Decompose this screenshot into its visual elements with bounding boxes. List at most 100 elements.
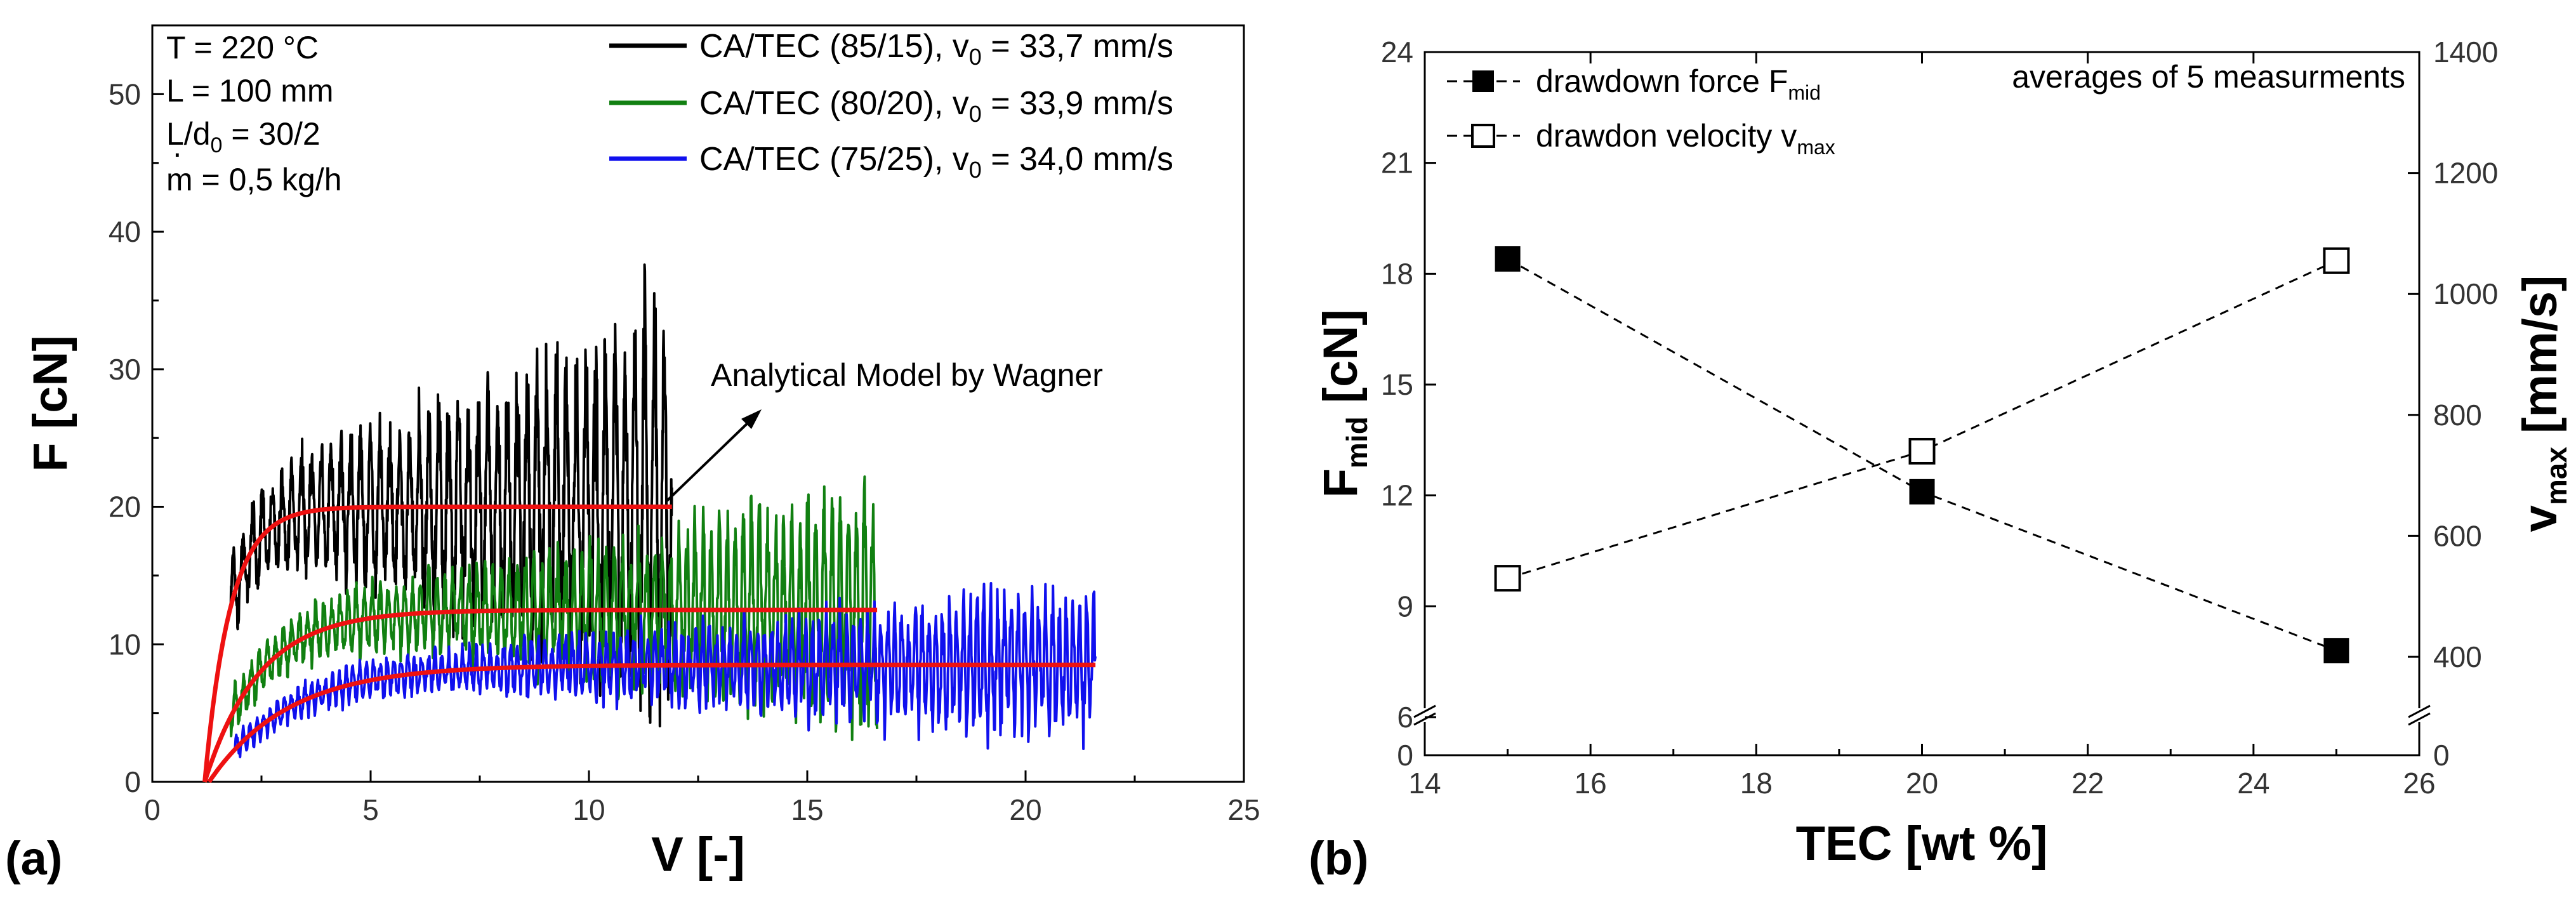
x-axis-label-a: V [-] — [651, 828, 745, 881]
legend-label-75-25-post: = 34,0 mm/s — [982, 141, 1173, 178]
x-tick-label-b: 20 — [1906, 767, 1938, 800]
y-tick-label-a: 50 — [109, 77, 141, 110]
plot-b-series — [1494, 246, 2350, 664]
y-axis-label-b-right-sub: max — [2540, 447, 2573, 505]
legend-b-marker-force — [1472, 70, 1494, 92]
y-tick-label-a: 20 — [109, 491, 141, 524]
y-axis-label-b-right-pre: v — [2513, 505, 2567, 532]
axis-break-left — [1413, 704, 1436, 726]
model-curve-0 — [202, 505, 672, 782]
y-tick-label-b-right: 0 — [2433, 739, 2450, 772]
legend-label-80-20-sub: 0 — [969, 101, 982, 127]
note-averages: averages of 5 measurments — [2012, 59, 2405, 95]
y-tick-label-b-left: 21 — [1381, 147, 1413, 180]
x-tick-label-b: 26 — [2403, 767, 2435, 800]
force-point-1 — [1909, 479, 1935, 505]
legend-b-label-force-sub: mid — [1788, 81, 1821, 104]
y-axis-label-b-left-pre: F — [1314, 468, 1368, 498]
y-axis-label-b-left-post: [cN] — [1314, 309, 1368, 416]
legend-label-85-15-sub: 0 — [969, 44, 982, 70]
x-tick-label-a: 5 — [362, 793, 379, 826]
y-tick-label-b-left: 6 — [1397, 701, 1413, 734]
y-tick-label-a: 30 — [109, 353, 141, 386]
annotation-ratio-sub: 0 — [211, 133, 223, 157]
series-line-1 — [204, 475, 879, 783]
x-axis-label-b: TEC [wt %] — [1796, 817, 2048, 871]
y-tick-label-b-left: 18 — [1381, 257, 1413, 290]
legend-b-label-force: drawdown force Fmid — [1536, 63, 1821, 104]
annotation-massflow: m = 0,5 kg/h — [166, 162, 342, 197]
annotation-temperature: T = 220 °C — [166, 30, 319, 65]
legend-label-75-25-sub: 0 — [969, 157, 982, 183]
y-tick-label-b-left: 0 — [1397, 739, 1413, 772]
legend-label-85-15-post: = 33,7 mm/s — [982, 28, 1173, 65]
velocity-point-0 — [1494, 565, 1521, 592]
annotation-massflow-dot: · — [172, 135, 183, 171]
series-line-0 — [203, 263, 673, 780]
annotation-model-arrowhead — [741, 409, 762, 429]
x-tick-label-a: 20 — [1009, 793, 1041, 826]
y-tick-label-b-right: 1000 — [2433, 277, 2498, 310]
force-point-2 — [2323, 638, 2349, 664]
legend-a: CA/TEC (85/15), v0 = 33,7 mm/s CA/TEC (8… — [609, 28, 1173, 183]
legend-label-75-25: CA/TEC (75/25), v0 = 34,0 mm/s — [699, 141, 1173, 183]
annotation-model: Analytical Model by Wagner — [711, 357, 1103, 393]
series-line-2 — [208, 582, 1097, 782]
legend-label-85-15: CA/TEC (85/15), v0 = 33,7 mm/s — [699, 28, 1173, 70]
annotation-length: L = 100 mm — [166, 73, 334, 109]
annotation-ratio-pre: L/d — [166, 116, 211, 152]
y-axis-label-b-right-post: [mm/s] — [2513, 275, 2567, 447]
y-tick-label-b-left: 24 — [1381, 36, 1413, 69]
x-tick-label-a: 10 — [572, 793, 605, 826]
y-tick-label-b-right: 400 — [2433, 640, 2482, 673]
x-tick-label-b: 14 — [1408, 767, 1441, 800]
legend-b-marker-velocity — [1471, 124, 1495, 148]
y-tick-label-a: 10 — [109, 628, 141, 661]
force-point-0 — [1495, 246, 1521, 272]
annotation-massflow-post: = 0,5 kg/h — [193, 162, 342, 197]
legend-label-80-20: CA/TEC (80/20), v0 = 33,9 mm/s — [699, 85, 1173, 127]
y-tick-label-b-right: 1200 — [2433, 157, 2498, 190]
x-tick-label-a: 25 — [1227, 793, 1260, 826]
y-tick-label-a: 40 — [109, 215, 141, 248]
legend-label-80-20-pre: CA/TEC (80/20), v — [699, 85, 969, 122]
y-tick-label-b-left: 15 — [1381, 368, 1413, 401]
plot-a-series — [202, 263, 1097, 784]
y-axis-label-b-right: vmax [mm/s] — [2513, 275, 2573, 532]
panel-a: 0 5 10 15 20 25 0 10 20 30 40 50 T = 220 °C L = 100… — [5, 24, 1260, 885]
panel-b: 14 16 18 20 22 24 2606912151821240400600800100… — [1309, 36, 2573, 885]
annotation-ratio: L/d0 = 30/2 — [166, 116, 320, 157]
annotation-massflow-pre: m — [166, 162, 193, 197]
velocity-point-1 — [1908, 437, 1936, 465]
x-tick-label-b: 18 — [1740, 767, 1773, 800]
legend-b-label-velocity-sub: max — [1797, 136, 1835, 159]
y-tick-label-b-left: 12 — [1381, 479, 1413, 512]
plot-b-ticks: 14 16 18 20 22 24 2606912151821240400600800100… — [1381, 36, 2499, 800]
legend-b: drawdown force Fmid drawdon velocity vma… — [1447, 63, 1835, 159]
x-tick-label-b: 24 — [2237, 767, 2269, 800]
x-tick-label-a: 0 — [144, 793, 161, 826]
axis-break-right — [2408, 704, 2431, 726]
y-axis-label-b-left-sub: mid — [1340, 416, 1373, 468]
y-tick-label-b-left: 9 — [1397, 590, 1413, 623]
panel-label-b: (b) — [1309, 832, 1369, 885]
y-tick-label-b-right: 600 — [2433, 519, 2482, 552]
x-tick-label-a: 15 — [791, 793, 823, 826]
model-curve-2 — [207, 663, 1096, 784]
y-tick-label-b-right: 800 — [2433, 399, 2482, 432]
x-tick-label-b: 16 — [1575, 767, 1607, 800]
legend-b-label-force-pre: drawdown force F — [1536, 63, 1788, 99]
y-tick-label-b-right: 1400 — [2433, 36, 2498, 69]
legend-label-85-15-pre: CA/TEC (85/15), v — [699, 28, 969, 65]
legend-label-75-25-pre: CA/TEC (75/25), v — [699, 141, 969, 178]
panel-label-a: (a) — [5, 832, 62, 885]
series-b-line-1 — [1507, 260, 2337, 579]
velocity-point-2 — [2323, 247, 2350, 274]
x-tick-label-b: 22 — [2071, 767, 2104, 800]
y-axis-label-a: F [cN] — [23, 335, 77, 472]
annotation-ratio-post: = 30/2 — [222, 116, 320, 152]
model-curve-1 — [202, 607, 878, 783]
legend-b-label-velocity-pre: drawdon velocity v — [1536, 118, 1797, 154]
annotation-model-arrow — [665, 418, 753, 503]
plot-b-frame — [1423, 51, 2421, 756]
